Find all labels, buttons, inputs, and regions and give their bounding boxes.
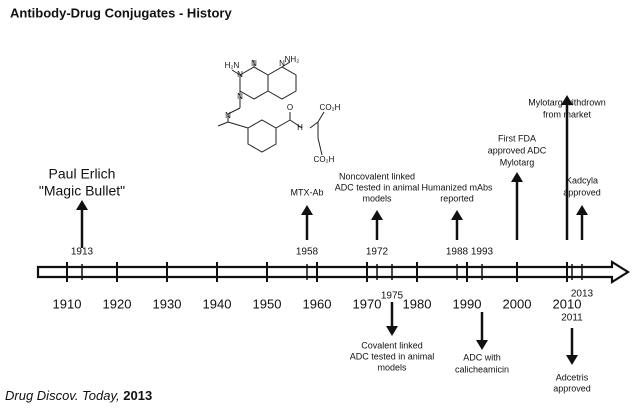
arrow-head: [451, 210, 463, 220]
event-label: Mylotarg: [500, 157, 535, 167]
title: Antibody-Drug Conjugates - History: [10, 5, 232, 20]
structure: [217, 60, 325, 156]
event-label: Humanized mAbs: [421, 182, 493, 192]
event-label: ADC tested in animal: [350, 351, 435, 361]
event-label: Paul Erlich: [49, 166, 116, 182]
axis: [36, 260, 631, 284]
events: 1910 1920 1930 1940 1950 1960 1970 1980 1990 2000…: [39, 95, 606, 393]
decade-label: 1930: [153, 296, 182, 311]
decade-label: 1960: [303, 296, 332, 311]
atom-label: CO₂H: [314, 155, 335, 164]
decade-label: 1940: [203, 296, 232, 311]
atom-label: O: [287, 103, 293, 112]
atom-label: CO₂H: [320, 103, 341, 112]
event-label: ADC with: [463, 352, 501, 362]
event-year: 1972: [366, 247, 389, 258]
decade-label: 1970: [353, 296, 382, 311]
event-label: Mylotarg withdrown: [528, 97, 606, 107]
arrow-head: [566, 355, 578, 365]
event-label: "Magic Bullet": [39, 183, 125, 199]
event-label: Covalent linked: [361, 340, 423, 350]
event-year: 2011: [561, 313, 583, 324]
event-label: models: [377, 362, 407, 372]
event-year: 1993: [471, 247, 494, 258]
atom-label: N: [237, 92, 243, 101]
event-label: from market: [543, 109, 592, 119]
event-year: 2013: [571, 289, 594, 300]
event-label: calicheamicin: [455, 364, 509, 374]
event-label: approved: [553, 383, 591, 393]
arrow-head: [576, 205, 588, 215]
event-label: models: [362, 193, 392, 203]
event-year: 1975: [381, 291, 404, 302]
event-label: Noncovalent linked: [339, 171, 415, 181]
decade-label: 2010: [553, 296, 582, 311]
atom-label: H: [297, 123, 303, 132]
source: Drug Discov. Today,: [5, 388, 120, 403]
atom-label: N: [251, 59, 257, 68]
event-year: 1988: [446, 247, 469, 258]
event-label: reported: [440, 193, 474, 203]
atom-label: N: [279, 59, 285, 68]
arrow-head: [301, 205, 313, 215]
arrow-head: [386, 326, 398, 336]
atom-label: NH₂: [285, 55, 300, 64]
event-label: Adcetris: [556, 372, 589, 382]
atom-label: N: [225, 111, 231, 120]
event-label: approved: [563, 187, 601, 197]
event-year: 1913: [71, 247, 94, 258]
footer: Drug Discov. Today, 2013: [5, 388, 152, 403]
event-year: 1958: [296, 247, 319, 258]
atom-label: H₂N: [225, 61, 240, 70]
arrow-head: [561, 95, 573, 105]
decade-label: 1920: [103, 296, 132, 311]
event-label: MTX-Ab: [290, 187, 323, 197]
decade-label: 1980: [403, 296, 432, 311]
event-label: First FDA: [498, 133, 536, 143]
source-year: 2013: [123, 388, 152, 403]
arrow-head: [511, 172, 523, 182]
decade-label: 1990: [453, 296, 482, 311]
decade-label: 2000: [503, 296, 532, 311]
decade-label: 1950: [253, 296, 282, 311]
arrow-head: [371, 210, 383, 220]
event-label: ADC tested in animal: [335, 182, 420, 192]
arrow-head: [476, 340, 488, 350]
atom-label: N: [237, 70, 243, 79]
decade-label: 1910: [53, 296, 82, 311]
event-label: approved ADC: [488, 145, 547, 155]
arrow-head: [76, 200, 88, 210]
event-label: Kadcyla: [566, 175, 598, 185]
